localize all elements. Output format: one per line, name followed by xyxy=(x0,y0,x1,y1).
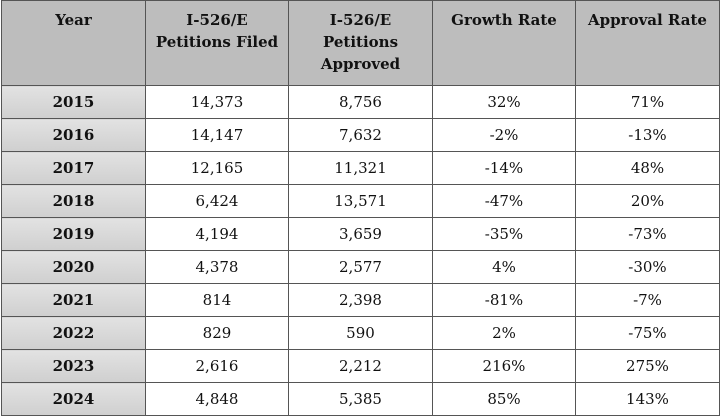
header-cell: I-526/E Petitions Filed xyxy=(145,0,289,86)
data-cell: -35% xyxy=(432,217,576,251)
data-cell: 5,385 xyxy=(288,382,433,416)
header-row: Year I-526/E Petitions Filed I-526/E Petitio… xyxy=(1,0,720,86)
data-cell: 4,848 xyxy=(145,382,289,416)
header-cell: Year xyxy=(1,0,146,86)
data-cell: 12,165 xyxy=(145,151,289,185)
data-cell: 829 xyxy=(145,316,289,350)
data-cell: 6,424 xyxy=(145,184,289,218)
year-cell: 2019 xyxy=(1,217,146,251)
data-cell: 11,321 xyxy=(288,151,433,185)
data-cell: 85% xyxy=(432,382,576,416)
year-cell: 2015 xyxy=(1,85,146,119)
year-cell: 2021 xyxy=(1,283,146,317)
data-cell: 4,378 xyxy=(145,250,289,284)
data-cell: 2,616 xyxy=(145,349,289,383)
data-cell: -73% xyxy=(575,217,720,251)
table-row: 2022 829 590 2% -75% xyxy=(1,316,720,350)
header-text: Year xyxy=(55,11,92,29)
data-cell: 590 xyxy=(288,316,433,350)
table-row: 2023 2,616 2,212 216% 275% xyxy=(1,349,720,383)
header-text: Growth Rate xyxy=(451,11,557,29)
header-text: Approved xyxy=(320,55,401,73)
data-cell: 4% xyxy=(432,250,576,284)
table-body: 2015 14,373 8,756 32% 71% 2016 14,147 7,632 -2% -… xyxy=(1,85,720,416)
data-cell: 2% xyxy=(432,316,576,350)
data-cell: 7,632 xyxy=(288,118,433,152)
data-cell: 2,212 xyxy=(288,349,433,383)
data-cell: 216% xyxy=(432,349,576,383)
data-cell: 32% xyxy=(432,85,576,119)
year-cell: 2017 xyxy=(1,151,146,185)
header-cell: I-526/E Petitions Approved xyxy=(288,0,433,86)
data-cell: -13% xyxy=(575,118,720,152)
data-cell: -75% xyxy=(575,316,720,350)
data-cell: 2,398 xyxy=(288,283,433,317)
data-cell: -7% xyxy=(575,283,720,317)
header-text: Petitions Filed xyxy=(155,33,279,51)
data-cell: -14% xyxy=(432,151,576,185)
data-cell: -2% xyxy=(432,118,576,152)
table-row: 2015 14,373 8,756 32% 71% xyxy=(1,85,720,119)
data-cell: 20% xyxy=(575,184,720,218)
data-cell: -30% xyxy=(575,250,720,284)
year-cell: 2023 xyxy=(1,349,146,383)
data-cell: 14,147 xyxy=(145,118,289,152)
year-cell: 2022 xyxy=(1,316,146,350)
data-cell: -47% xyxy=(432,184,576,218)
table-row: 2018 6,424 13,571 -47% 20% xyxy=(1,184,720,218)
year-cell: 2020 xyxy=(1,250,146,284)
table-row: 2016 14,147 7,632 -2% -13% xyxy=(1,118,720,152)
data-cell: 48% xyxy=(575,151,720,185)
data-cell: 275% xyxy=(575,349,720,383)
header-cell: Approval Rate xyxy=(575,0,720,86)
data-cell: 814 xyxy=(145,283,289,317)
table-row: 2019 4,194 3,659 -35% -73% xyxy=(1,217,720,251)
header-text: I-526/E xyxy=(329,11,392,29)
data-cell: 71% xyxy=(575,85,720,119)
data-cell: 4,194 xyxy=(145,217,289,251)
data-cell: 143% xyxy=(575,382,720,416)
header-text: Petitions xyxy=(322,33,399,51)
data-cell: 8,756 xyxy=(288,85,433,119)
table-row: 2021 814 2,398 -81% -7% xyxy=(1,283,720,317)
data-cell: 13,571 xyxy=(288,184,433,218)
data-cell: -81% xyxy=(432,283,576,317)
table-row: 2020 4,378 2,577 4% -30% xyxy=(1,250,720,284)
year-cell: 2024 xyxy=(1,382,146,416)
year-cell: 2018 xyxy=(1,184,146,218)
header-cell: Growth Rate xyxy=(432,0,576,86)
data-cell: 3,659 xyxy=(288,217,433,251)
data-cell: 14,373 xyxy=(145,85,289,119)
header-text: I-526/E xyxy=(186,11,248,29)
table-row: 2024 4,848 5,385 85% 143% xyxy=(1,382,720,416)
data-cell: 2,577 xyxy=(288,250,433,284)
table-row: 2017 12,165 11,321 -14% 48% xyxy=(1,151,720,185)
year-cell: 2016 xyxy=(1,118,146,152)
header-text: Approval Rate xyxy=(588,11,707,29)
